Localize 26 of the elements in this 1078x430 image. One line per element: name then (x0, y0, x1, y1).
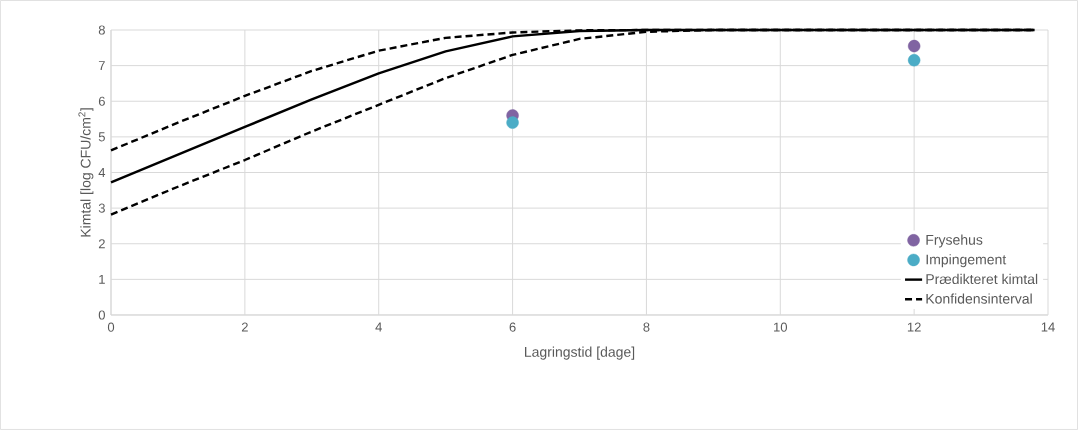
x-tick-label: 0 (107, 322, 115, 332)
y-tick-label: 6 (98, 96, 105, 106)
y-tick-label: 2 (98, 239, 105, 249)
x-tick-label: 12 (907, 322, 921, 332)
y-tick-label: 3 (98, 203, 105, 213)
legend-label: Konfidensinterval (926, 293, 1032, 304)
y-tick-label: 5 (98, 132, 105, 142)
x-tick-label: 4 (375, 322, 382, 332)
x-tick-label: 14 (1041, 322, 1055, 332)
x-tick-label: 10 (774, 322, 788, 332)
legend-label: Impingement (926, 254, 1007, 268)
point (907, 54, 921, 67)
x-tick-label: 2 (241, 322, 248, 332)
y-tick-label: 4 (98, 168, 106, 177)
y-tick-label: 1 (99, 274, 105, 284)
legend-label: Frysehus (926, 234, 983, 248)
y-tick-label: 0 (98, 310, 105, 320)
x-axis-title: Lagringstid [dage] (525, 346, 635, 360)
y-axis-title: Kimtal [log CFU/cm$^{2}$] (78, 108, 94, 237)
point (907, 39, 921, 53)
x-tick-label: 8 (643, 322, 650, 332)
x-tick-label: 6 (509, 322, 516, 332)
legend-label: Prædikteret kimtal (926, 273, 1038, 285)
y-tick-label: 7 (98, 61, 105, 71)
y-tick-label: 8 (98, 25, 105, 35)
point (506, 116, 519, 129)
